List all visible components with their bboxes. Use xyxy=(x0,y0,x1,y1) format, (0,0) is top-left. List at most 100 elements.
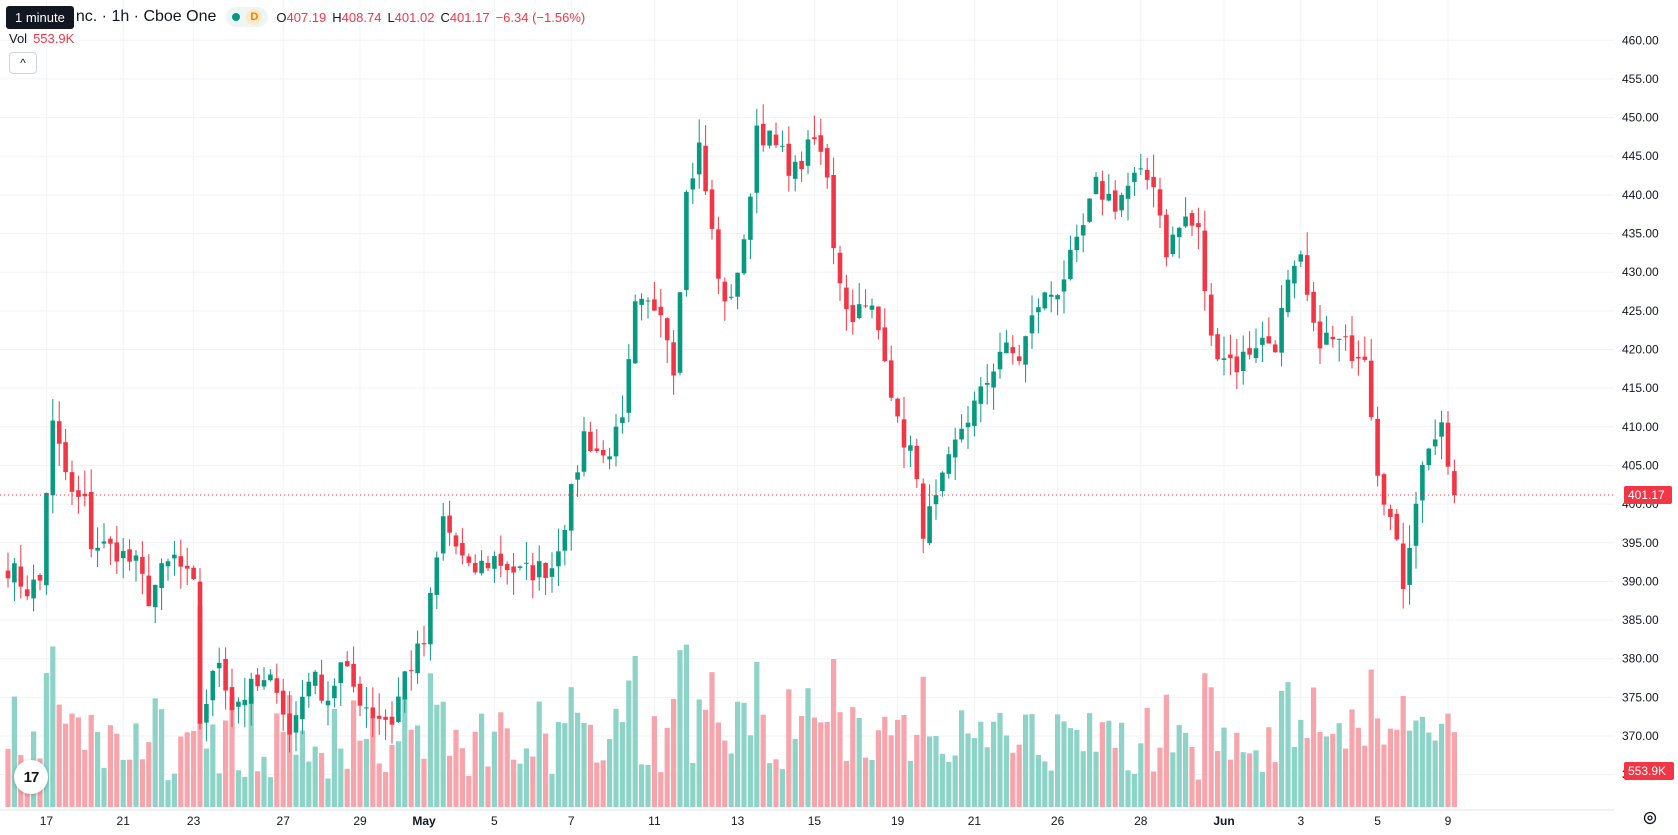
volume-bar xyxy=(1029,714,1035,807)
time-tick-label: 21 xyxy=(117,814,131,828)
candle-body xyxy=(165,561,171,567)
candle-body xyxy=(1343,336,1348,338)
candle-body xyxy=(370,707,376,719)
candle-body xyxy=(607,456,612,460)
volume-bar xyxy=(402,697,408,807)
volume-bar xyxy=(1375,718,1381,807)
candle-body xyxy=(1292,265,1297,284)
volume-bar xyxy=(1151,771,1157,807)
collapse-legend-button[interactable]: ^ xyxy=(9,52,37,74)
volume-bar xyxy=(1023,714,1029,807)
time-axis[interactable]: 17 21 23 27 29 May 5 7 11 13 15 19 21 26 28 Jun 3 5 9 xyxy=(0,809,1614,828)
candle-body xyxy=(210,670,216,701)
volume-bar xyxy=(511,759,517,807)
volume-bar xyxy=(1247,753,1253,807)
candle-body xyxy=(735,272,740,297)
candle-body xyxy=(1439,422,1444,437)
candle-body xyxy=(364,707,369,709)
time-tick-label: 26 xyxy=(1051,814,1065,828)
tradingview-logo-icon[interactable]: 17 xyxy=(14,760,48,794)
candle-body xyxy=(946,454,952,474)
candle-body xyxy=(690,178,696,190)
candle-body xyxy=(88,492,94,550)
volume-bar xyxy=(1176,724,1182,807)
candle-body xyxy=(255,674,260,687)
volume-bar xyxy=(1240,752,1246,807)
volume-bar xyxy=(683,644,689,807)
candle-body xyxy=(1215,334,1220,360)
volume-bar xyxy=(984,747,990,807)
volume-bar xyxy=(1003,735,1009,807)
gear-icon[interactable] xyxy=(1640,808,1660,828)
symbol-legend: 1 minute nc. · 1h · Cboe One D O407.19 H… xyxy=(6,5,586,29)
volume-bar xyxy=(632,655,638,807)
volume-bar xyxy=(728,753,734,807)
volume-bar xyxy=(1451,732,1457,807)
symbol-title[interactable]: nc. · 1h · Cboe One xyxy=(75,8,217,25)
volume-bar xyxy=(658,772,664,807)
candle-body xyxy=(632,301,638,364)
volume-bar xyxy=(75,717,81,807)
price-tick-label: 460.00 xyxy=(1622,33,1659,47)
volume-bar xyxy=(568,687,574,807)
volume-bar xyxy=(907,760,913,807)
volume-bar xyxy=(1368,669,1374,807)
volume-bar xyxy=(856,718,862,807)
candle-body xyxy=(959,428,964,440)
candle-body xyxy=(236,701,241,707)
candle-body xyxy=(901,419,907,448)
candle-body xyxy=(1285,279,1291,313)
volume-bar xyxy=(1087,713,1093,807)
volume-bar xyxy=(767,763,773,807)
candle-body xyxy=(1368,360,1374,418)
candle-body xyxy=(31,579,36,599)
time-tick-label: 3 xyxy=(1297,814,1304,828)
volume-bar xyxy=(901,715,907,807)
volume-bar xyxy=(1157,747,1163,807)
volume-bar xyxy=(1202,673,1208,807)
candle-body xyxy=(146,575,152,607)
candle-body xyxy=(133,555,139,561)
time-tick-label: Jun xyxy=(1213,814,1234,828)
volume-bar xyxy=(1272,762,1278,807)
candle-body xyxy=(844,287,849,310)
volume-bar xyxy=(792,738,798,807)
candle-body xyxy=(1112,190,1118,212)
volume-bar xyxy=(562,723,568,807)
candles xyxy=(5,104,1457,753)
candle-body xyxy=(645,300,651,302)
candle-body xyxy=(1183,216,1188,227)
candle-body xyxy=(626,359,632,413)
candle-body xyxy=(792,161,798,179)
candle-body xyxy=(671,342,676,376)
volume-bar xyxy=(1215,751,1221,807)
volume-bar xyxy=(235,770,241,807)
candle-body xyxy=(965,422,971,428)
candle-body xyxy=(1221,358,1227,360)
candle-body xyxy=(274,678,280,693)
candle-body xyxy=(869,305,875,310)
volume-bar xyxy=(331,708,337,807)
candle-body xyxy=(1317,321,1323,349)
volume-bar xyxy=(639,764,645,807)
price-change: −6.34 (−1.56%) xyxy=(495,9,586,25)
market-status-badges[interactable]: D xyxy=(226,7,269,27)
candle-body xyxy=(159,563,164,588)
volume-bar xyxy=(811,717,817,807)
volume-bar xyxy=(1042,761,1048,807)
candle-body xyxy=(876,306,881,331)
volume-bar xyxy=(773,759,779,807)
candle-body xyxy=(1279,307,1284,353)
price-axis[interactable]: 460.00 455.00 450.00 445.00 440.00 435.00 430.… xyxy=(1622,33,1659,781)
volume-bar xyxy=(1323,736,1329,807)
volume-bar xyxy=(1093,751,1099,807)
volume-bar xyxy=(1362,745,1368,807)
candle-body xyxy=(517,566,523,568)
ohlc-open: O407.19 xyxy=(276,9,327,25)
volume-bar xyxy=(229,696,235,807)
candle-body xyxy=(5,570,11,579)
svg-text:553.9K: 553.9K xyxy=(1628,764,1666,778)
candle-body xyxy=(831,174,836,249)
candle-body xyxy=(1362,356,1368,360)
